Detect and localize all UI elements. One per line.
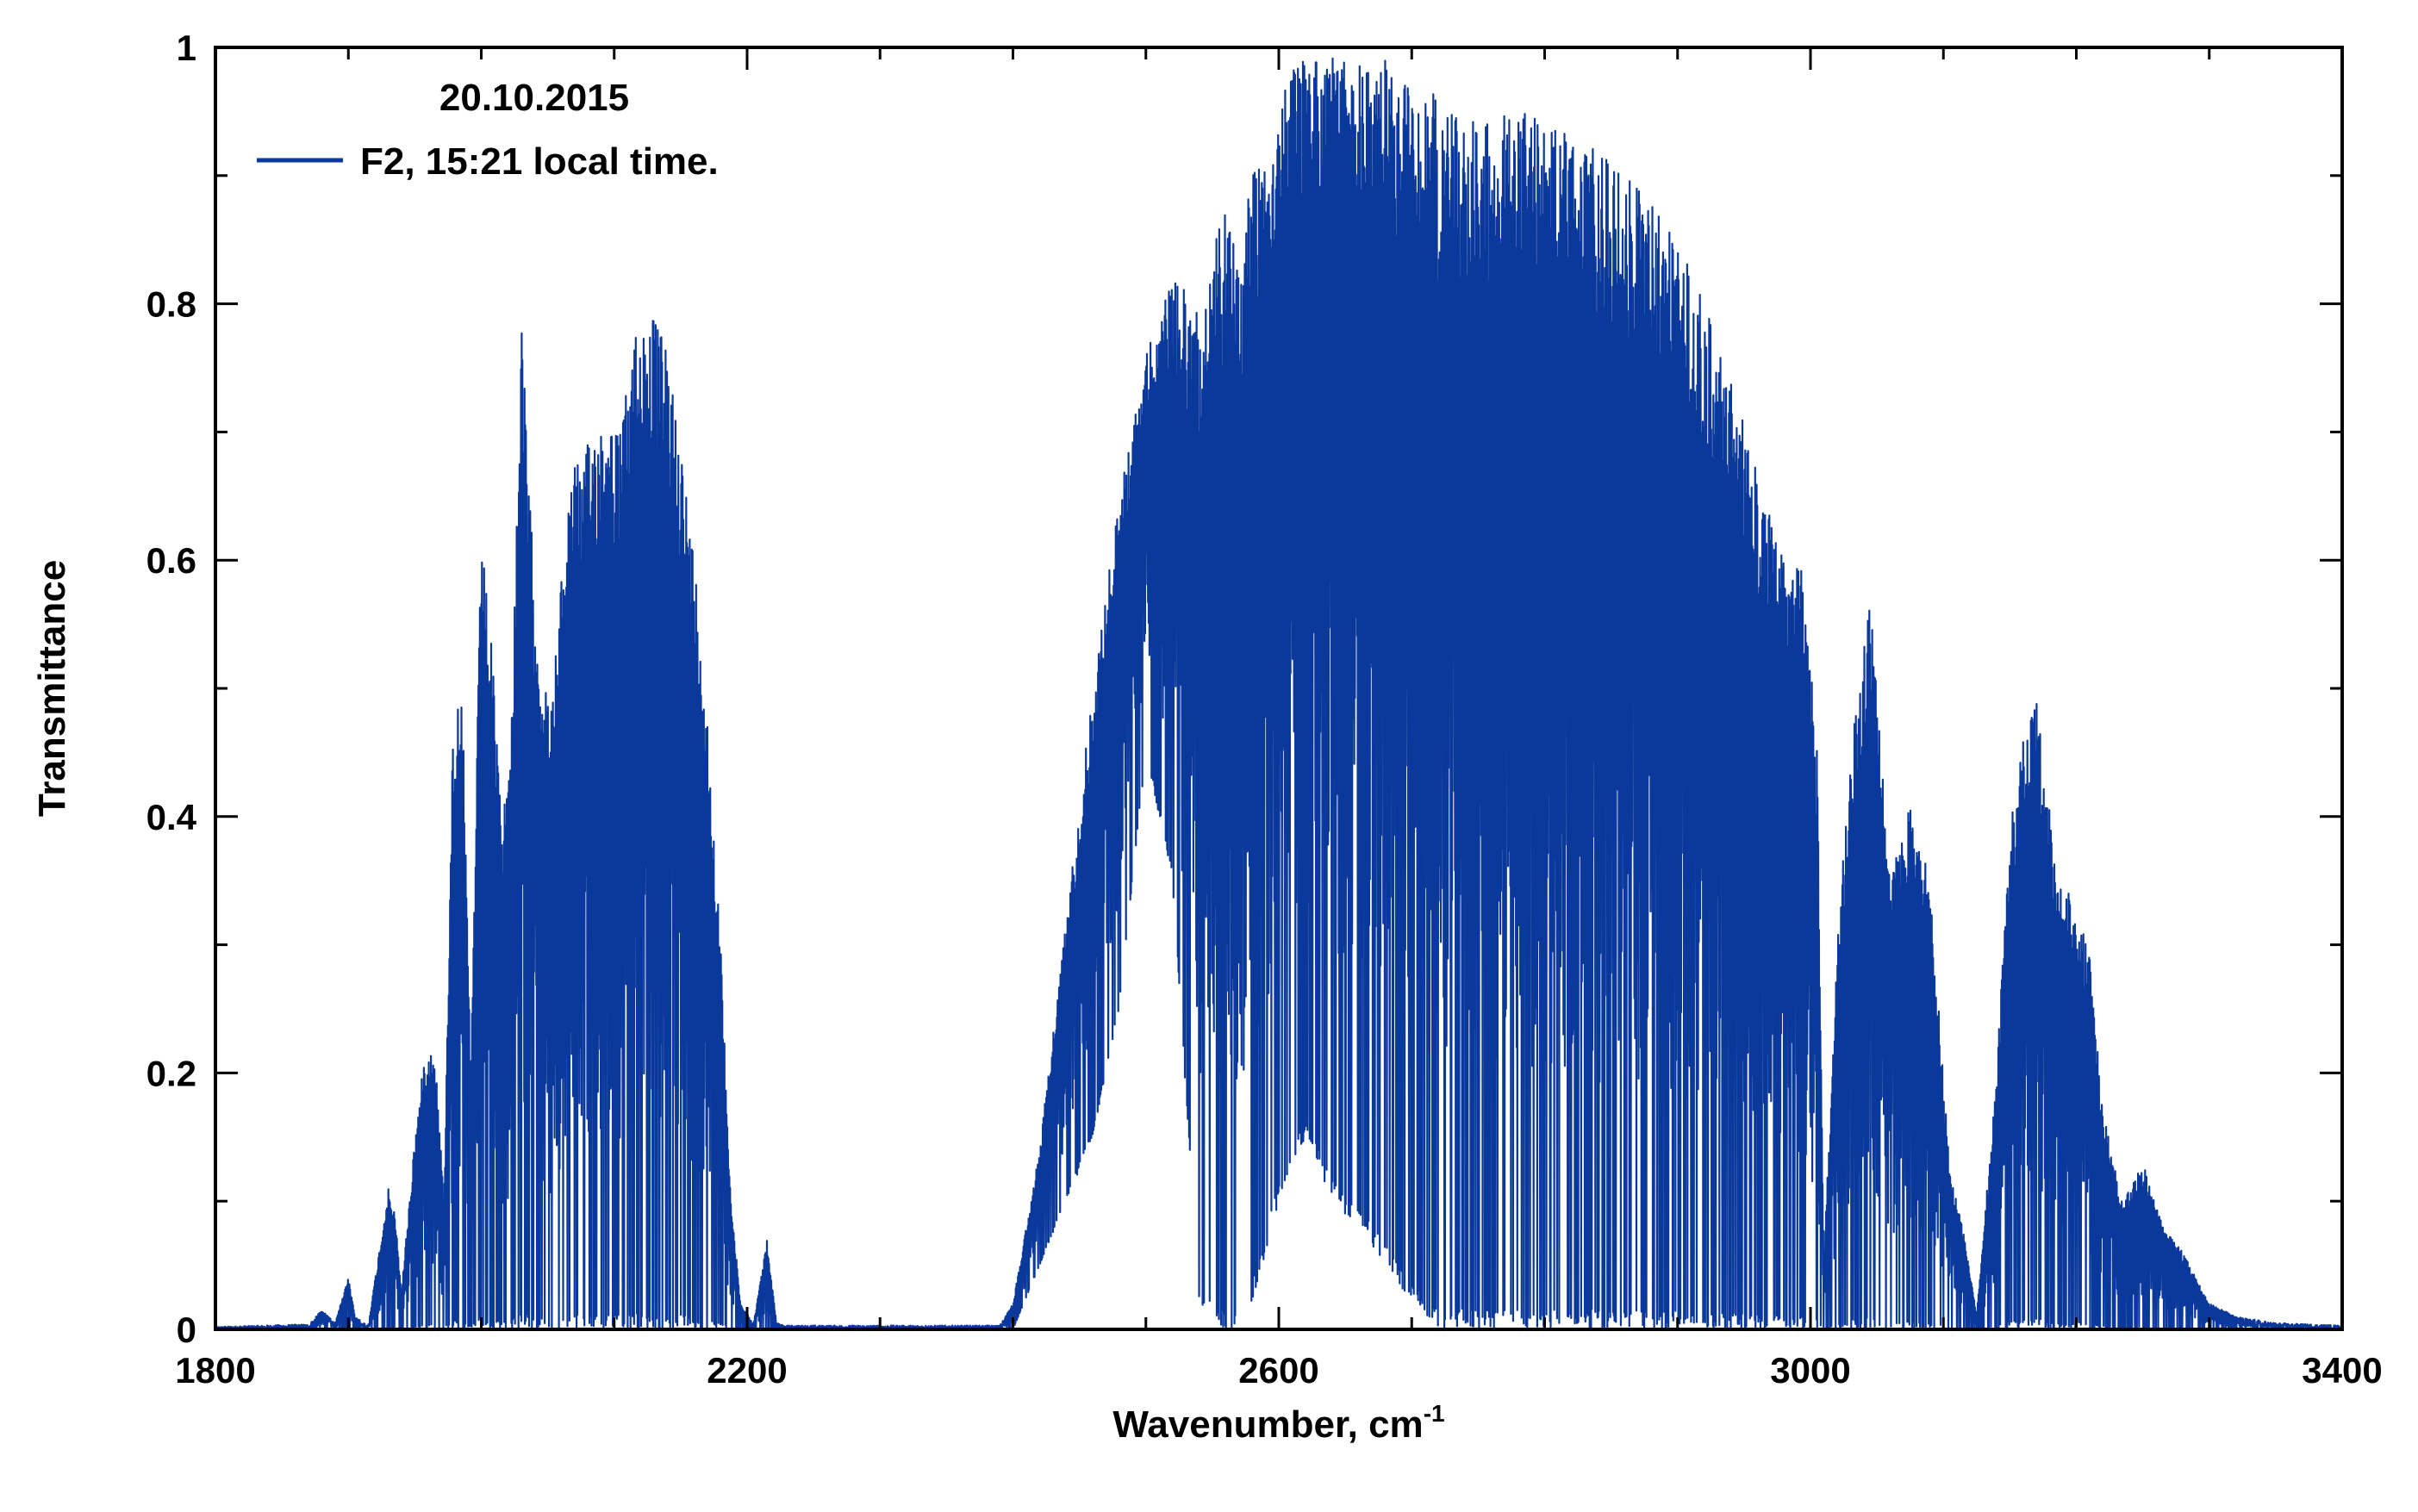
x-axis-label: Wavenumber, cm-1	[1112, 1400, 1444, 1446]
y-tick-label: 0.2	[146, 1053, 196, 1093]
x-tick-label: 2600	[1238, 1350, 1318, 1391]
x-tick-label: 3400	[2302, 1350, 2382, 1391]
y-tick-label: 0.8	[146, 284, 196, 325]
legend-entry: F2, 15:21 local time.	[360, 140, 719, 183]
x-tick-label: 1800	[175, 1350, 255, 1391]
y-tick-label: 1	[177, 28, 196, 68]
x-tick-label: 3000	[1770, 1350, 1850, 1391]
x-axis-label-superscript: -1	[1424, 1400, 1445, 1427]
y-tick-label: 0.4	[146, 797, 197, 837]
legend: 20.10.2015 F2, 15:21 local time.	[257, 77, 719, 183]
y-axis-label: Transmittance	[31, 560, 73, 817]
x-tick-label: 2200	[707, 1350, 787, 1391]
plot-layer	[214, 57, 2343, 1331]
y-tick-label: 0	[177, 1310, 196, 1350]
ticks-layer: 1800 2200 2600 3000 3400 0 0.2 0.4 0.6 0.8 1	[146, 28, 2383, 1391]
spectrum-series-line	[214, 57, 2343, 1331]
legend-header: 20.10.2015	[439, 77, 629, 119]
x-axis-label-text: Wavenumber, cm	[1112, 1403, 1423, 1446]
y-tick-label: 0.6	[146, 540, 196, 581]
